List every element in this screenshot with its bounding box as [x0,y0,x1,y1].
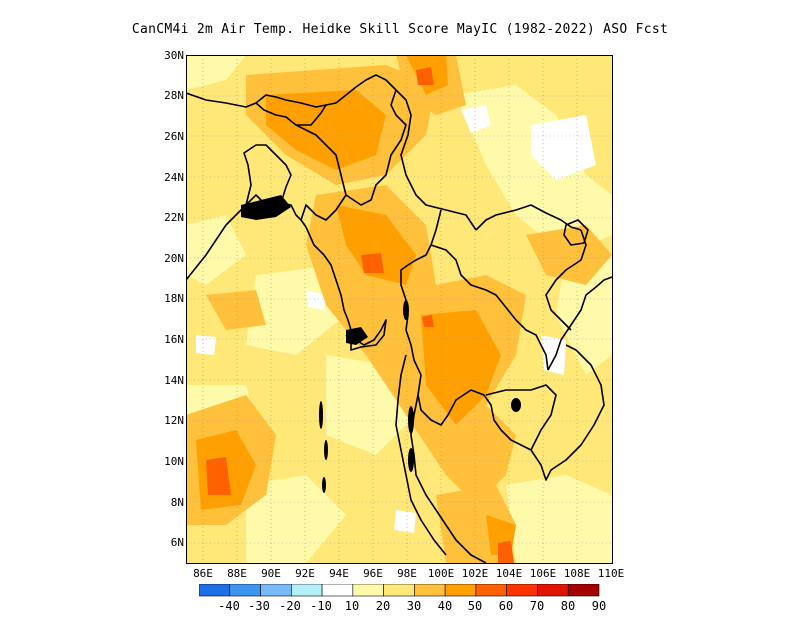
colorbar-swatch [506,584,538,597]
lat-label-10n: 10N [164,455,184,468]
lat-label-26n: 26N [164,130,184,143]
lat-label-20n: 20N [164,252,184,265]
lon-label-104e: 104E [495,567,523,580]
lon-label-88e: 88E [227,567,247,580]
colorbar-swatch [352,584,384,597]
colorbar-label: -40 [218,599,240,613]
lat-label-30n: 30N [164,49,184,62]
map-title: CanCM4i 2m Air Temp. Heidke Skill Score … [131,22,669,37]
skill-score-map [186,55,612,563]
colorbar-label: 60 [498,599,514,613]
colorbar-label: -30 [248,599,270,613]
colorbar-label: 20 [375,599,391,613]
lat-label-28n: 28N [164,89,184,102]
colorbar-swatch [383,584,415,597]
colorbar [199,584,600,597]
lon-label-96e: 96E [363,567,383,580]
colorbar-swatch [199,584,231,597]
lon-label-94e: 94E [329,567,349,580]
lat-label-22n: 22N [164,211,184,224]
lon-label-100e: 100E [427,567,455,580]
lat-label-16n: 16N [164,333,184,346]
colorbar-swatch [229,584,261,597]
colorbar-swatch [537,584,569,597]
colorbar-swatch [475,584,507,597]
lon-label-108e: 108E [563,567,591,580]
colorbar-swatch [444,584,477,597]
colorbar-label: -10 [310,599,332,613]
colorbar-label: 50 [467,599,483,613]
colorbar-label: 40 [437,599,453,613]
lon-label-102e: 102E [461,567,489,580]
lon-label-106e: 106E [529,567,557,580]
lat-label-14n: 14N [164,374,184,387]
colorbar-swatch [291,584,323,597]
lon-label-98e: 98E [397,567,417,580]
colorbar-label: -20 [279,599,301,613]
lat-label-12n: 12N [164,414,184,427]
colorbar-swatch [260,584,292,597]
colorbar-label: 30 [406,599,422,613]
lon-label-90e: 90E [261,567,281,580]
lat-label-8n: 8N [170,496,184,509]
lon-label-92e: 92E [295,567,315,580]
colorbar-swatch [567,584,600,597]
colorbar-label: 10 [344,599,360,613]
lat-label-18n: 18N [164,292,184,305]
colorbar-label: 70 [529,599,545,613]
colorbar-swatch [414,584,446,597]
colorbar-label: 90 [591,599,607,613]
lat-label-6n: 6N [170,536,184,549]
lon-label-110e: 110E [597,567,625,580]
colorbar-swatch [321,584,354,597]
colorbar-label: 80 [560,599,576,613]
lon-label-86e: 86E [193,567,213,580]
lat-label-24n: 24N [164,171,184,184]
